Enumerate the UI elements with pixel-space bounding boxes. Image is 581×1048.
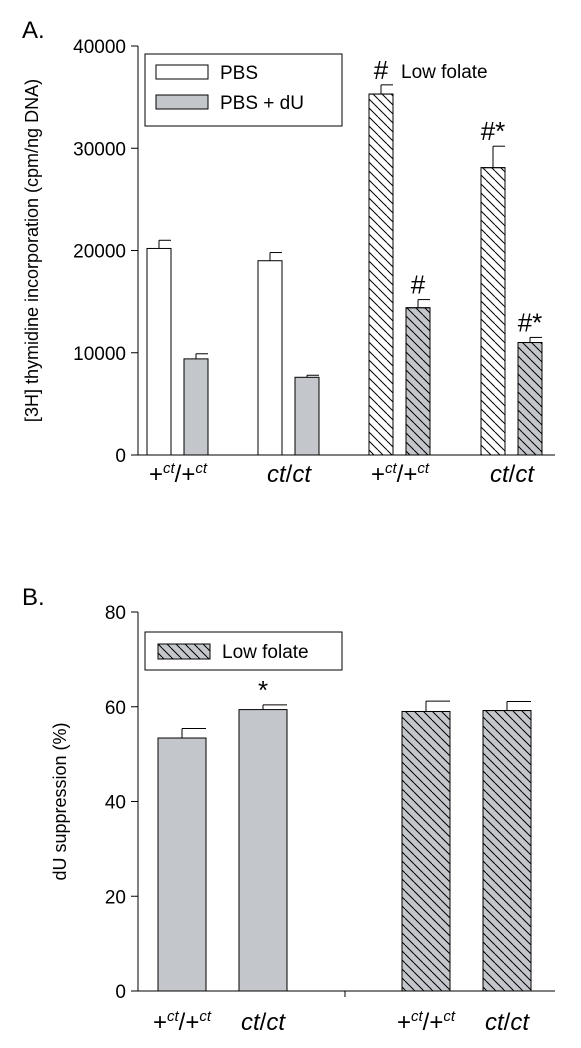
legend-swatch [155, 64, 209, 80]
legend-swatch-hatch [157, 643, 211, 660]
bar-hatch [368, 93, 394, 456]
bar [257, 260, 283, 456]
x-tick-label: +ct/+ct [371, 460, 430, 488]
bar [294, 376, 320, 456]
legend-label: Low folate [222, 642, 309, 663]
annotation: #* [518, 307, 543, 337]
bar-hatch [517, 342, 543, 456]
bar [238, 709, 288, 992]
legend-label: PBS [220, 63, 258, 84]
legend-swatch [155, 94, 209, 110]
bar-hatch [405, 307, 431, 456]
annotation: * [258, 675, 268, 705]
x-tick-label: ct/ct [267, 461, 312, 488]
bar-hatch [480, 167, 506, 456]
x-tick-label: +ct/+ct [397, 1008, 456, 1036]
y-tick-label: 30000 [73, 139, 126, 160]
bar-hatch [482, 710, 532, 992]
annotation: # [374, 55, 389, 85]
y-tick-label: 40000 [73, 37, 126, 58]
y-tick-label: 20 [105, 887, 126, 908]
note: Low folate [401, 62, 488, 83]
legend-label: PBS + dU [220, 93, 304, 114]
y-tick-label: 80 [105, 603, 126, 624]
panel-label: A. [22, 17, 45, 44]
y-tick-label: 10000 [73, 344, 126, 365]
annotation: #* [481, 116, 506, 146]
bar-hatch [401, 710, 451, 992]
x-tick-label: ct/ct [241, 1009, 286, 1036]
y-axis-title: dU suppression (%) [50, 722, 70, 880]
y-tick-label: 0 [115, 446, 126, 467]
annotation: # [411, 270, 426, 300]
y-tick-label: 20000 [73, 242, 126, 263]
y-axis-title: [3H] thymidine incorporation (cpm/ng DNA… [22, 79, 42, 422]
y-tick-label: 40 [105, 793, 126, 814]
bar [146, 247, 172, 456]
bar [183, 358, 209, 456]
x-tick-label: +ct/+ct [153, 1008, 212, 1036]
bar [157, 737, 207, 992]
x-tick-label: ct/ct [490, 461, 535, 488]
y-tick-label: 0 [115, 982, 126, 1003]
x-tick-label: +ct/+ct [149, 460, 208, 488]
y-tick-label: 60 [105, 698, 126, 719]
x-tick-label: ct/ct [485, 1009, 530, 1036]
panel-label: B. [22, 584, 45, 611]
